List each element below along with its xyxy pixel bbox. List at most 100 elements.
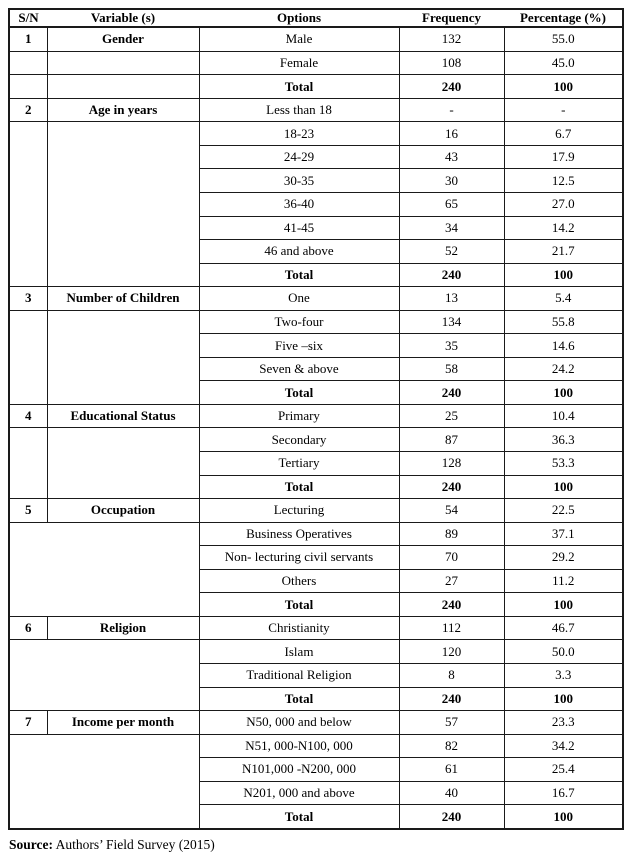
frequency-cell: 108: [398, 50, 505, 76]
frequency-cell: 82: [398, 733, 505, 759]
options-cell: Others: [198, 568, 400, 594]
table-header: S/N Variable (s) Options Frequency Percentag…: [9, 8, 623, 28]
options-cell: N201, 000 and above: [198, 780, 400, 806]
frequency-cell: 58: [398, 356, 505, 382]
table-row: Tertiary 128 53.3: [9, 451, 624, 476]
options-cell: 24-29: [198, 144, 400, 170]
variable-cell: Age in years: [46, 97, 200, 123]
header-row: S/N Variable (s) Options Frequency Percentag…: [9, 8, 623, 28]
percentage-cell: 53.3: [503, 451, 624, 476]
table-row: 41-45 34 14.2: [9, 215, 624, 241]
table-row: 1 Gender Male 132 55.0: [8, 26, 624, 52]
table-row: 30-35 30 12.5: [9, 168, 624, 194]
table-row: 7 Income per month N50, 000 and below 57 23.…: [8, 710, 624, 735]
percentage-cell: 100: [503, 592, 624, 617]
percentage-cell: 5.4: [503, 286, 624, 311]
percentage-cell: 14.6: [503, 333, 624, 358]
percentage-cell: 46.7: [503, 615, 624, 641]
table-row: Total 240 100: [9, 262, 624, 288]
options-cell: Tertiary: [198, 451, 400, 476]
table-row: 5 Occupation Lecturing 54 22.5: [8, 498, 624, 523]
options-cell: Total: [198, 804, 400, 830]
merged-left-cell: [8, 521, 200, 617]
table-row: 24-29 43 17.9: [9, 144, 624, 170]
table-row: 2 Age in years Less than 18- -: [8, 97, 624, 123]
percentage-cell: 36.3: [503, 427, 624, 453]
options-cell: Total: [198, 592, 400, 617]
percentage-cell: 100: [503, 262, 624, 288]
percentage-cell: 27.0: [503, 192, 624, 217]
frequency-cell: 65: [398, 192, 505, 217]
frequency-table: S/N Variable (s) Options Frequency Percentag…: [8, 8, 624, 830]
frequency-cell: 54: [398, 498, 505, 523]
options-cell: Five –six: [198, 333, 400, 358]
table-row: N201, 000 and above 40 16.7: [9, 780, 624, 806]
variable-cell: [46, 427, 200, 500]
sn-cell: [8, 427, 48, 500]
frequency-cell: 30: [398, 168, 505, 194]
frequency-cell: 240: [398, 686, 505, 712]
percentage-cell: -: [503, 97, 624, 123]
table-body: 1 Gender Male 132 55.0 Female 108 45.0 Total 240 1…: [8, 26, 624, 830]
variable-cell: [46, 74, 200, 99]
percentage-cell: 6.7: [503, 121, 624, 146]
percentage-cell: 16.7: [503, 780, 624, 806]
options-cell: 46 and above: [198, 239, 400, 264]
options-cell: Total: [198, 380, 400, 405]
options-cell: Two-four: [198, 309, 400, 335]
sn-cell: [8, 50, 48, 76]
frequency-cell: 13: [398, 286, 505, 311]
frequency-cell: 43: [398, 144, 505, 170]
frequency-cell: 40: [398, 780, 505, 806]
options-cell: One: [198, 286, 400, 311]
options-cell: Islam: [198, 639, 400, 664]
frequency-cell: 240: [398, 262, 505, 288]
table-row: Total 240 100: [8, 74, 624, 99]
table-row: 18-23 16 6.7: [8, 121, 624, 288]
table-row: N51, 000-N100, 000 82 34.2: [8, 733, 624, 830]
table-row: 36-40 65 27.0: [9, 192, 624, 217]
frequency-cell: 240: [398, 74, 505, 99]
percentage-cell: 100: [503, 474, 624, 500]
percentage-cell: 14.2: [503, 215, 624, 241]
sn-cell: [8, 74, 48, 99]
percentage-cell: 100: [503, 74, 624, 99]
frequency-cell: 25: [398, 403, 505, 429]
percentage-cell: 100: [503, 380, 624, 405]
frequency-cell: 87: [398, 427, 505, 453]
options-cell: 18-23: [198, 121, 400, 146]
frequency-cell: 8: [398, 662, 505, 688]
sn-cell: 3: [8, 286, 48, 311]
percentage-cell: 12.5: [503, 168, 624, 194]
table-row: Five –six 35 14.6: [9, 333, 624, 358]
percentage-cell: 3.3: [503, 662, 624, 688]
options-cell: Business Operatives: [198, 521, 400, 547]
source-text: Authors’ Field Survey (2015): [55, 837, 215, 852]
options-cell: 41-45: [198, 215, 400, 241]
options-cell: Christianity: [198, 615, 400, 641]
variable-cell: Gender: [46, 26, 200, 52]
table-row: 46 and above 52 21.7: [9, 239, 624, 264]
table-row: 6 Religion Christianity 112 46.7: [8, 615, 624, 641]
merged-left-cell: [8, 733, 200, 830]
options-cell: Total: [198, 686, 400, 712]
options-cell: Traditional Religion: [198, 662, 400, 688]
merged-left-cell: [8, 639, 200, 712]
variable-cell: Religion: [46, 615, 200, 641]
options-cell: Total: [198, 262, 400, 288]
options-cell: Total: [198, 74, 400, 99]
percentage-cell: 34.2: [503, 733, 624, 759]
frequency-cell: 240: [398, 804, 505, 830]
options-cell: Less than 18: [198, 97, 400, 123]
percentage-cell: 55.8: [503, 309, 624, 335]
col-header: Options: [199, 8, 399, 28]
variable-cell: [46, 50, 200, 76]
options-cell: Male: [198, 26, 400, 52]
source-label: Source:: [9, 837, 53, 852]
table-row: Female 108 45.0: [8, 50, 624, 76]
variable-cell: [46, 309, 200, 405]
table-row: Two-four 134 55.8: [8, 309, 624, 405]
percentage-cell: 21.7: [503, 239, 624, 264]
sn-cell: 5: [8, 498, 48, 523]
variable-cell: Income per month: [46, 710, 200, 735]
